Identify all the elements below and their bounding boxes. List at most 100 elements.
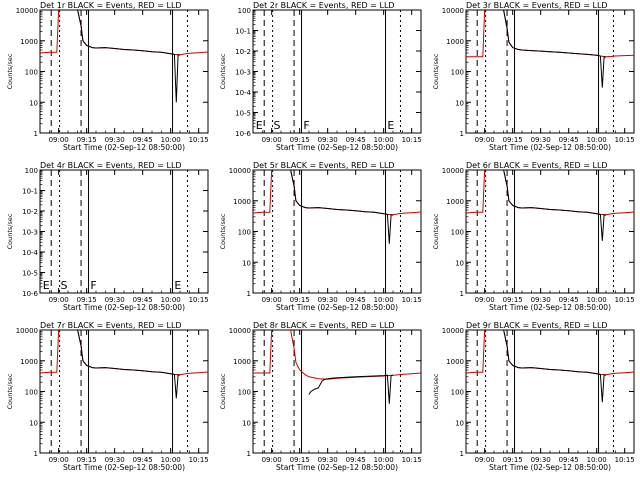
y-tick-label: 10-5 (22, 270, 38, 278)
x-axis-label: Start Time (02-Sep-12 08:50:00) (63, 143, 185, 152)
plot-panel-3: Det 3r BLACK = Events, RED = LLD 1 10 100 10… (432, 1, 635, 152)
x-tick-label: 10:00 (161, 456, 181, 464)
y-tick-label: 10 (29, 99, 38, 107)
y-tick-label: 10-1 (235, 28, 251, 36)
x-axis-label: Start Time (02-Sep-12 08:50:00) (276, 303, 398, 312)
x-tick-label: 09:00 (262, 456, 282, 464)
y-axis-label: Counts/sec (219, 373, 227, 409)
lld-rate-line (253, 330, 421, 380)
x-tick-label: 09:45 (346, 136, 366, 144)
y-tick-label: 10000 (442, 167, 464, 175)
y-tick-label: 10-2 (235, 48, 251, 56)
x-tick-label: 09:30 (531, 136, 551, 144)
event-marker-label: S (274, 119, 281, 132)
y-tick-label: 10-2 (22, 208, 38, 216)
x-tick-label: 10:00 (161, 296, 181, 304)
y-tick-label: 10-6 (235, 130, 251, 138)
y-tick-label: 1 (34, 450, 38, 458)
x-tick-label: 09:45 (133, 456, 153, 464)
x-tick-label: 09:15 (77, 456, 97, 464)
event-marker-label: F (303, 119, 309, 132)
y-axis-label: Counts/sec (219, 53, 227, 89)
x-tick-label: 09:00 (49, 136, 69, 144)
y-tick-label: 10000 (442, 327, 464, 335)
x-tick-label: 09:30 (105, 296, 125, 304)
y-tick-label: 10 (455, 259, 464, 267)
x-tick-label: 10:00 (587, 296, 607, 304)
x-tick-label: 10:00 (587, 136, 607, 144)
y-axis-label: Counts/sec (6, 373, 14, 409)
event-rate-line (503, 170, 607, 241)
plot-frame (252, 169, 422, 294)
plot-panel-2: Det 2r BLACK = Events, RED = LLD 10-6 10-5… (219, 1, 422, 152)
x-tick-label: 09:45 (559, 456, 579, 464)
y-tick-label: 10 (455, 99, 464, 107)
lld-rate-line (466, 10, 634, 58)
event-marker-label: E (174, 279, 181, 292)
x-tick-label: 09:30 (318, 296, 338, 304)
y-tick-label: 100 (25, 389, 38, 397)
y-tick-label: 10-4 (235, 89, 251, 97)
plot-title: Det 4r BLACK = Events, RED = LLD (40, 161, 182, 170)
x-tick-label: 09:45 (559, 296, 579, 304)
x-tick-label: 09:15 (77, 136, 97, 144)
y-tick-label: 10-5 (235, 110, 251, 118)
x-axis-label: Start Time (02-Sep-12 08:50:00) (489, 303, 611, 312)
y-tick-label: 1 (460, 130, 464, 138)
event-marker-label: E (256, 119, 263, 132)
y-tick-label: 1 (460, 290, 464, 298)
x-axis-label: Start Time (02-Sep-12 08:50:00) (276, 143, 398, 152)
x-tick-label: 09:30 (318, 136, 338, 144)
y-tick-label: 10 (242, 259, 251, 267)
y-tick-label: 1000 (233, 198, 251, 206)
x-tick-label: 09:00 (49, 296, 69, 304)
plot-panel-9: Det 9r BLACK = Events, RED = LLD 1 10 100 10… (432, 321, 635, 472)
plot-title: Det 2r BLACK = Events, RED = LLD (253, 1, 395, 10)
x-tick-label: 09:15 (503, 456, 523, 464)
x-tick-label: 09:45 (346, 296, 366, 304)
y-tick-label: 100 (238, 389, 251, 397)
plot-title: Det 8r BLACK = Events, RED = LLD (253, 321, 395, 330)
plot-frame (465, 169, 635, 294)
plot-panel-8: Det 8r BLACK = Events, RED = LLD 1 10 100 10… (219, 321, 422, 472)
x-tick-label: 09:00 (475, 456, 495, 464)
x-axis-label: Start Time (02-Sep-12 08:50:00) (63, 303, 185, 312)
plot-title: Det 7r BLACK = Events, RED = LLD (40, 321, 182, 330)
x-axis-label: Start Time (02-Sep-12 08:50:00) (276, 463, 398, 472)
x-tick-label: 09:30 (105, 456, 125, 464)
y-tick-label: 1 (247, 450, 251, 458)
x-tick-label: 10:15 (615, 136, 635, 144)
x-tick-label: 09:15 (503, 136, 523, 144)
y-tick-label: 1000 (233, 358, 251, 366)
y-tick-label: 100 (25, 167, 38, 175)
x-tick-label: 09:45 (559, 136, 579, 144)
event-rate-line (503, 10, 607, 88)
event-rate-line (77, 10, 181, 103)
y-tick-label: 100 (238, 7, 251, 15)
y-tick-label: 1 (247, 290, 251, 298)
y-tick-label: 100 (451, 69, 464, 77)
plot-panel-6: Det 6r BLACK = Events, RED = LLD 1 10 100 10… (432, 161, 635, 312)
y-tick-label: 10-1 (22, 188, 38, 196)
y-tick-label: 10-3 (22, 229, 38, 237)
y-tick-label: 10 (29, 419, 38, 427)
event-rate-line (308, 374, 394, 404)
plot-title: Det 1r BLACK = Events, RED = LLD (40, 1, 182, 10)
plot-title: Det 9r BLACK = Events, RED = LLD (466, 321, 608, 330)
y-tick-label: 1000 (446, 38, 464, 46)
x-tick-label: 10:00 (374, 296, 394, 304)
y-axis-label: Counts/sec (6, 53, 14, 89)
x-tick-label: 10:15 (615, 456, 635, 464)
x-tick-label: 09:15 (503, 296, 523, 304)
x-tick-label: 10:15 (402, 456, 422, 464)
y-tick-label: 10000 (16, 327, 38, 335)
x-tick-label: 10:15 (189, 296, 209, 304)
lld-rate-line (253, 170, 421, 216)
y-tick-label: 10-6 (22, 290, 38, 298)
y-tick-label: 10-4 (22, 249, 38, 257)
y-tick-label: 100 (451, 389, 464, 397)
y-tick-label: 10000 (229, 327, 251, 335)
y-axis-label: Counts/sec (6, 213, 14, 249)
x-tick-label: 09:30 (318, 456, 338, 464)
x-tick-label: 09:00 (475, 136, 495, 144)
